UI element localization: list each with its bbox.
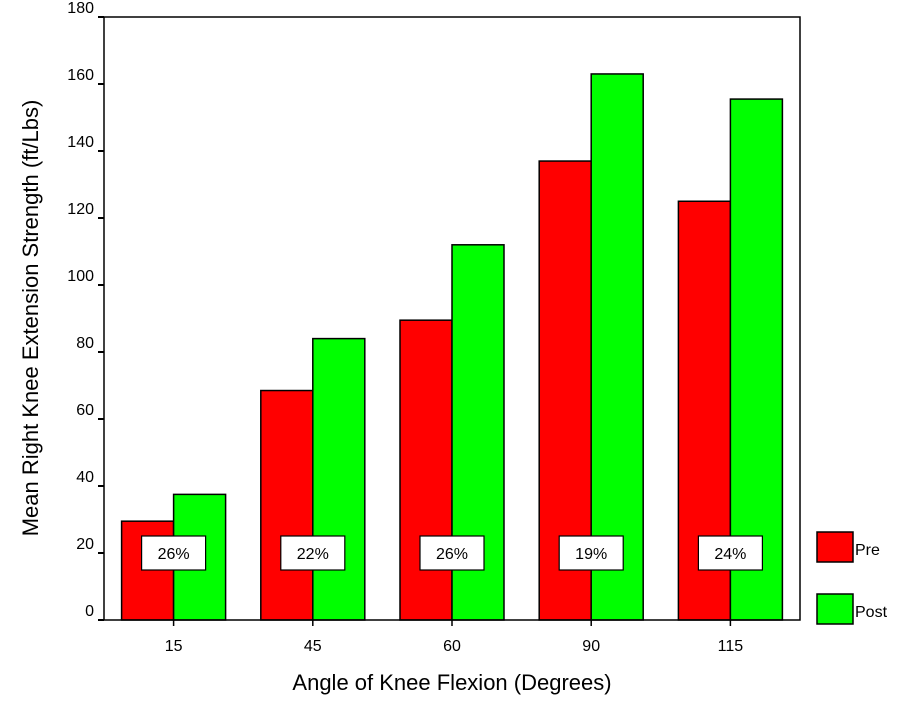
legend-label-post: Post	[855, 604, 888, 621]
annotation-label-45: 22%	[297, 546, 329, 563]
y-tick-label-160: 160	[67, 67, 94, 84]
y-tick-label-60: 60	[76, 402, 94, 419]
bar-post-45	[312, 337, 366, 621]
y-axis: 0 20 40 60 80 100 120 140 160 180	[67, 0, 104, 621]
y-tick-label-20: 20	[76, 536, 94, 553]
y-tick-label-0: 0	[85, 603, 94, 620]
bar-post-90	[590, 73, 644, 621]
x-tick-label-45: 45	[304, 638, 322, 655]
annotation-box-60	[419, 535, 485, 571]
bar-pre-45	[260, 389, 314, 621]
x-tick-label-15: 15	[165, 638, 183, 655]
x-axis: 15 45 60 90 115	[165, 620, 744, 655]
annotations-group: 26% 22% 26% 19% 24%	[141, 535, 764, 571]
y-tick-label-100: 100	[67, 268, 94, 285]
y-tick-label-80: 80	[76, 335, 94, 352]
legend: Pre Post	[816, 531, 888, 625]
y-tick-label-180: 180	[67, 0, 94, 17]
annotation-label-115: 24%	[714, 546, 746, 563]
y-tick-label-40: 40	[76, 469, 94, 486]
annotation-box-90	[558, 535, 624, 571]
annotation-label-15: 26%	[158, 546, 190, 563]
legend-swatch-pre	[816, 531, 854, 563]
legend-label-pre: Pre	[855, 542, 880, 559]
x-axis-label: Angle of Knee Flexion (Degrees)	[292, 670, 611, 695]
x-tick-label-115: 115	[718, 638, 744, 655]
y-tick-label-140: 140	[67, 134, 94, 151]
bar-pre-60	[399, 319, 453, 621]
legend-swatch-post	[816, 593, 854, 625]
annotation-box-45	[280, 535, 346, 571]
y-axis-label: Mean Right Knee Extension Strength (ft/L…	[18, 100, 43, 537]
annotation-label-60: 26%	[436, 546, 468, 563]
x-tick-label-60: 60	[443, 638, 461, 655]
bar-post-115	[729, 98, 784, 621]
x-tick-label-90: 90	[582, 638, 600, 655]
annotation-box-115	[697, 535, 764, 571]
annotation-box-15	[141, 535, 207, 571]
annotation-label-90: 19%	[575, 546, 607, 563]
y-tick-label-120: 120	[67, 201, 94, 218]
